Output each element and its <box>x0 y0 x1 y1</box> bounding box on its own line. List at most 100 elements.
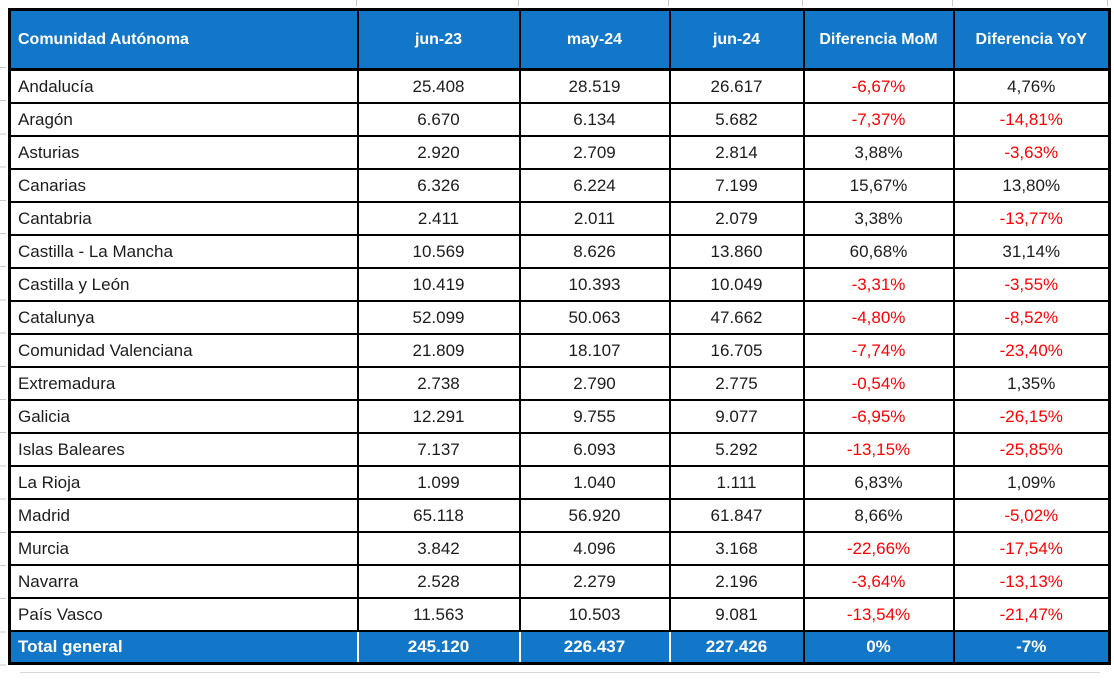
cell-jun23[interactable]: 10.569 <box>356 234 520 268</box>
cell-jun23[interactable]: 10.419 <box>356 267 520 301</box>
cell-diff-mom[interactable]: 60,68% <box>802 234 954 268</box>
cell-region[interactable]: Asturias <box>9 135 358 169</box>
cell-diff-yoy[interactable]: -25,85% <box>952 432 1110 466</box>
cell-diff-yoy[interactable]: 1,35% <box>952 366 1110 400</box>
cell-diff-yoy[interactable]: -5,02% <box>952 498 1110 532</box>
cell-region[interactable]: País Vasco <box>9 597 358 631</box>
cell-may24[interactable]: 10.393 <box>518 267 670 301</box>
cell-jun23[interactable]: 21.809 <box>356 333 520 367</box>
cell-region[interactable]: Catalunya <box>9 300 358 334</box>
cell-diff-yoy[interactable]: 4,76% <box>952 69 1110 103</box>
cell-may24[interactable]: 8.626 <box>518 234 670 268</box>
cell-may24[interactable]: 6.134 <box>518 102 670 136</box>
cell-diff-yoy[interactable]: 13,80% <box>952 168 1110 202</box>
cell-diff-mom[interactable]: 6,83% <box>802 465 954 499</box>
cell-may24[interactable]: 1.040 <box>518 465 670 499</box>
cell-diff-yoy[interactable]: -17,54% <box>952 531 1110 565</box>
column-header-jun23[interactable]: jun-23 <box>356 9 520 71</box>
cell-jun23[interactable]: 2.920 <box>356 135 520 169</box>
cell-may24[interactable]: 2.790 <box>518 366 670 400</box>
cell-total-jun23[interactable]: 245.120 <box>356 630 520 664</box>
cell-diff-yoy[interactable]: -13,77% <box>952 201 1110 235</box>
cell-region[interactable]: Extremadura <box>9 366 358 400</box>
cell-jun24[interactable]: 1.111 <box>668 465 804 499</box>
cell-diff-mom[interactable]: -7,37% <box>802 102 954 136</box>
cell-jun24[interactable]: 26.617 <box>668 69 804 103</box>
cell-diff-mom[interactable]: -4,80% <box>802 300 954 334</box>
cell-region[interactable]: Andalucía <box>18 76 94 96</box>
cell-diff-mom[interactable]: 8,66% <box>802 498 954 532</box>
cell-diff-mom[interactable]: -22,66% <box>802 531 954 565</box>
cell-total-diff-mom[interactable]: 0% <box>802 630 954 664</box>
cell-region[interactable]: Galicia <box>9 399 358 433</box>
cell-diff-yoy[interactable]: 1,09% <box>952 465 1110 499</box>
cell-diff-mom[interactable]: -3,64% <box>802 564 954 598</box>
cell-total-diff-yoy[interactable]: -7% <box>952 630 1110 664</box>
cell-jun24[interactable]: 3.168 <box>668 531 804 565</box>
cell-may24[interactable]: 6.093 <box>518 432 670 466</box>
cell-jun24[interactable]: 47.662 <box>668 300 804 334</box>
cell-may24[interactable]: 18.107 <box>518 333 670 367</box>
cell-total-label[interactable]: Total general <box>9 630 358 664</box>
cell-region[interactable]: Murcia <box>9 531 358 565</box>
cell-jun24[interactable]: 2.079 <box>668 201 804 235</box>
cell-diff-yoy[interactable]: -3,55% <box>952 267 1110 301</box>
cell-diff-mom[interactable]: -7,74% <box>802 333 954 367</box>
cell-jun23[interactable]: 65.118 <box>356 498 520 532</box>
cell-jun23[interactable]: 2.528 <box>356 564 520 598</box>
cell-diff-mom[interactable]: -6,95% <box>802 399 954 433</box>
cell-may24[interactable]: 2.011 <box>518 201 670 235</box>
column-header-comunidad[interactable]: Comunidad Autónoma <box>9 9 358 71</box>
cell-jun24[interactable]: 61.847 <box>668 498 804 532</box>
cell-may24[interactable]: 2.279 <box>518 564 670 598</box>
cell-diff-mom[interactable]: 3,88% <box>802 135 954 169</box>
column-header-jun24[interactable]: jun-24 <box>668 9 804 71</box>
cell-region[interactable]: Castilla - La Mancha <box>9 234 358 268</box>
cell-may24[interactable]: 28.519 <box>518 69 670 103</box>
cell-region[interactable]: Cantabria <box>9 201 358 235</box>
cell-jun24[interactable]: 2.196 <box>668 564 804 598</box>
cell-diff-mom[interactable]: -3,31% <box>802 267 954 301</box>
cell-region[interactable]: Madrid <box>9 498 358 532</box>
cell-jun24[interactable]: 16.705 <box>668 333 804 367</box>
cell-may24[interactable]: 4.096 <box>518 531 670 565</box>
cell-jun24[interactable]: 9.077 <box>668 399 804 433</box>
cell-total-jun24[interactable]: 227.426 <box>668 630 804 664</box>
cell-jun24[interactable]: 13.860 <box>668 234 804 268</box>
cell-region[interactable]: La Rioja <box>9 465 358 499</box>
cell-diff-yoy[interactable]: -26,15% <box>952 399 1110 433</box>
cell-total-may24[interactable]: 226.437 <box>518 630 670 664</box>
cell-diff-yoy[interactable]: -14,81% <box>952 102 1110 136</box>
cell-diff-mom[interactable]: -0,54% <box>802 366 954 400</box>
cell-jun23[interactable]: 2.411 <box>356 201 520 235</box>
cell-diff-yoy[interactable]: -13,13% <box>952 564 1110 598</box>
cell-region[interactable]: Islas Baleares <box>9 432 358 466</box>
cell-region[interactable]: Castilla y León <box>9 267 358 301</box>
cell-jun23[interactable]: 3.842 <box>356 531 520 565</box>
cell-jun24[interactable]: 2.814 <box>668 135 804 169</box>
column-header-may24[interactable]: may-24 <box>518 9 670 71</box>
cell-diff-mom[interactable]: -6,67% <box>802 69 954 103</box>
cell-jun24[interactable]: 7.199 <box>668 168 804 202</box>
cell-jun23[interactable]: 52.099 <box>356 300 520 334</box>
cell-jun23[interactable]: 11.563 <box>356 597 520 631</box>
cell-diff-mom[interactable]: 15,67% <box>802 168 954 202</box>
cell-may24[interactable]: 6.224 <box>518 168 670 202</box>
cell-jun23[interactable]: 7.137 <box>356 432 520 466</box>
cell-region[interactable]: Navarra <box>9 564 358 598</box>
column-header-diff-mom[interactable]: Diferencia MoM <box>802 9 954 71</box>
cell-region[interactable]: Canarias <box>9 168 358 202</box>
cell-jun24[interactable]: 10.049 <box>668 267 804 301</box>
column-header-diff-yoy[interactable]: Diferencia YoY <box>952 9 1110 71</box>
cell-jun23[interactable]: 1.099 <box>356 465 520 499</box>
cell-diff-yoy[interactable]: -23,40% <box>952 333 1110 367</box>
cell-diff-yoy[interactable]: -3,63% <box>952 135 1110 169</box>
cell-diff-yoy[interactable]: 31,14% <box>952 234 1110 268</box>
cell-may24[interactable]: 50.063 <box>518 300 670 334</box>
cell-diff-yoy[interactable]: -21,47% <box>952 597 1110 631</box>
cell-jun23[interactable]: 25.408 <box>356 69 520 103</box>
cell-diff-mom[interactable]: -13,15% <box>802 432 954 466</box>
cell-may24[interactable]: 2.709 <box>518 135 670 169</box>
cell-jun23[interactable]: 12.291 <box>356 399 520 433</box>
cell-jun24[interactable]: 5.292 <box>668 432 804 466</box>
